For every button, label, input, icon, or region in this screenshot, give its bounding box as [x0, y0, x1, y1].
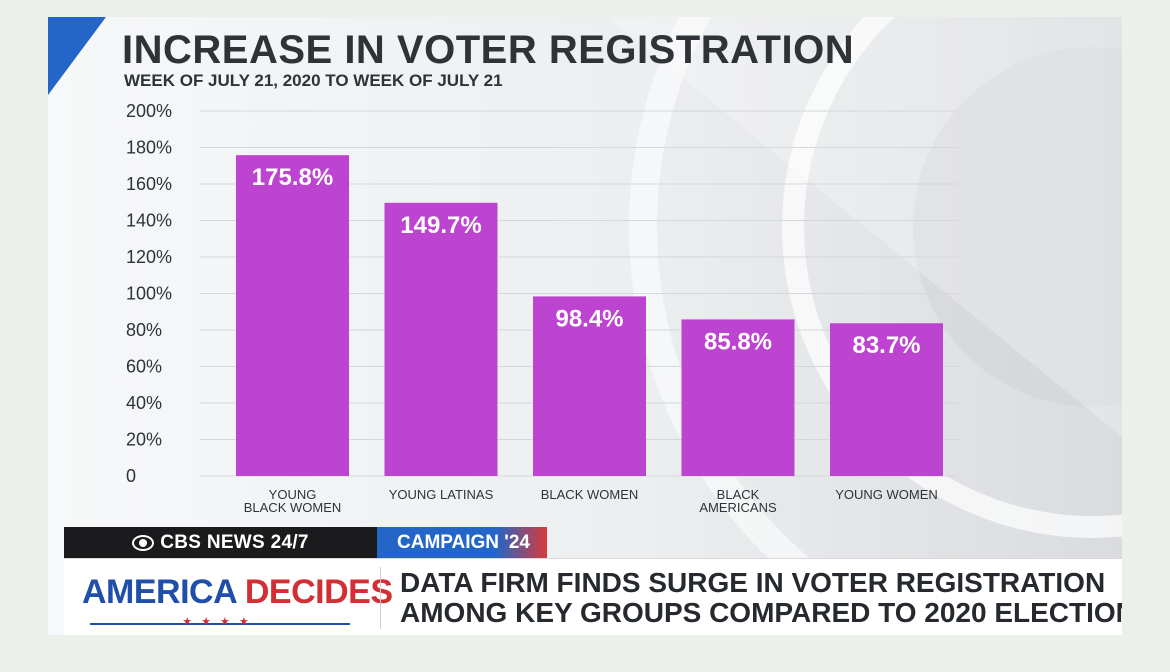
category-label: YOUNG BLACK WOMEN: [244, 487, 342, 515]
bar: [830, 323, 943, 476]
background-arc-inner: [782, 17, 1122, 538]
segment-name: CAMPAIGN '24: [397, 531, 530, 553]
category-label: YOUNG WOMEN: [835, 487, 938, 502]
data-label: 85.8%: [704, 328, 772, 355]
category-label-line: AMERICANS: [699, 500, 777, 515]
y-axis-ticks: 0 20% 40% 60% 80% 100% 120% 140% 160% 180% 200%: [126, 101, 172, 486]
y-tick-label: 0: [126, 466, 136, 486]
bar: [236, 155, 349, 477]
y-tick-label: 200%: [126, 101, 172, 121]
chart-title: INCREASE IN VOTER REGISTRATION: [122, 28, 855, 72]
background-beam: [608, 17, 1122, 437]
bar: [533, 296, 646, 476]
y-tick-label: 60%: [126, 357, 162, 377]
category-label-line: YOUNG WOMEN: [835, 487, 938, 502]
background-disc: [913, 47, 1122, 407]
cbs-eye-icon: [132, 534, 155, 551]
bar: [681, 319, 795, 476]
network-name: CBS NEWS 24/7: [160, 531, 309, 553]
bars: [236, 155, 943, 477]
corner-accent: [48, 17, 106, 95]
headline-line-2: AMONG KEY GROUPS COMPARED TO 2020 ELECTI…: [400, 597, 1122, 628]
brand-word-decides: DECIDES: [244, 573, 393, 611]
background-graphics: [48, 17, 1122, 635]
data-label: 83.7%: [852, 332, 920, 359]
y-tick-label: 180%: [126, 138, 172, 158]
segment-tag: CAMPAIGN '24: [377, 527, 547, 558]
category-label-line: BLACK WOMEN: [541, 487, 639, 502]
chart-subtitle: WEEK OF JULY 21, 2020 TO WEEK OF JULY 21: [124, 71, 503, 90]
category-label-line: BLACK WOMEN: [244, 500, 342, 515]
headline: DATA FIRM FINDS SURGE IN VOTER REGISTRAT…: [400, 567, 1122, 628]
brand-underline: ★★★★: [90, 616, 350, 630]
background-arc-outer: [629, 17, 940, 635]
category-label: BLACK AMERICANS: [699, 487, 777, 515]
category-label: BLACK WOMEN: [541, 487, 639, 502]
brand-stars-icon: ★★★★: [182, 616, 258, 628]
y-tick-label: 80%: [126, 320, 162, 340]
brand-rule: [90, 623, 350, 625]
bar: [384, 202, 498, 477]
y-tick-label: 100%: [126, 284, 172, 304]
data-labels: 175.8% 149.7% 98.4% 85.8% 83.7%: [252, 164, 921, 359]
data-label: 175.8%: [252, 164, 333, 191]
lower-third-divider: [380, 567, 381, 629]
bar-chart: 0 20% 40% 60% 80% 100% 120% 140% 160% 180% 200% 17…: [126, 101, 958, 515]
y-tick-label: 40%: [126, 393, 162, 413]
data-label: 149.7%: [400, 212, 481, 239]
y-tick-label: 140%: [126, 211, 172, 231]
brand-word-america: AMERICA: [82, 573, 236, 611]
lower-third: AMERICA DECIDES ★★★★ DATA FIRM FINDS SUR…: [64, 558, 1122, 635]
ticker-bar: CBS NEWS 24/7 CAMPAIGN '24: [64, 527, 547, 558]
category-label-line: BLACK: [717, 487, 760, 502]
category-label: YOUNG LATINAS: [389, 487, 494, 502]
y-tick-label: 20%: [126, 430, 162, 450]
headline-line-1: DATA FIRM FINDS SURGE IN VOTER REGISTRAT…: [400, 567, 1106, 598]
y-tick-label: 160%: [126, 174, 172, 194]
y-tick-label: 120%: [126, 247, 172, 267]
data-label: 98.4%: [555, 305, 623, 332]
america-decides-logo: AMERICA DECIDES: [82, 573, 393, 612]
broadcast-frame: INCREASE IN VOTER REGISTRATION WEEK OF J…: [48, 17, 1122, 635]
category-label-line: YOUNG: [269, 487, 317, 502]
network-bug: CBS NEWS 24/7: [64, 527, 377, 558]
category-label-line: YOUNG LATINAS: [389, 487, 494, 502]
